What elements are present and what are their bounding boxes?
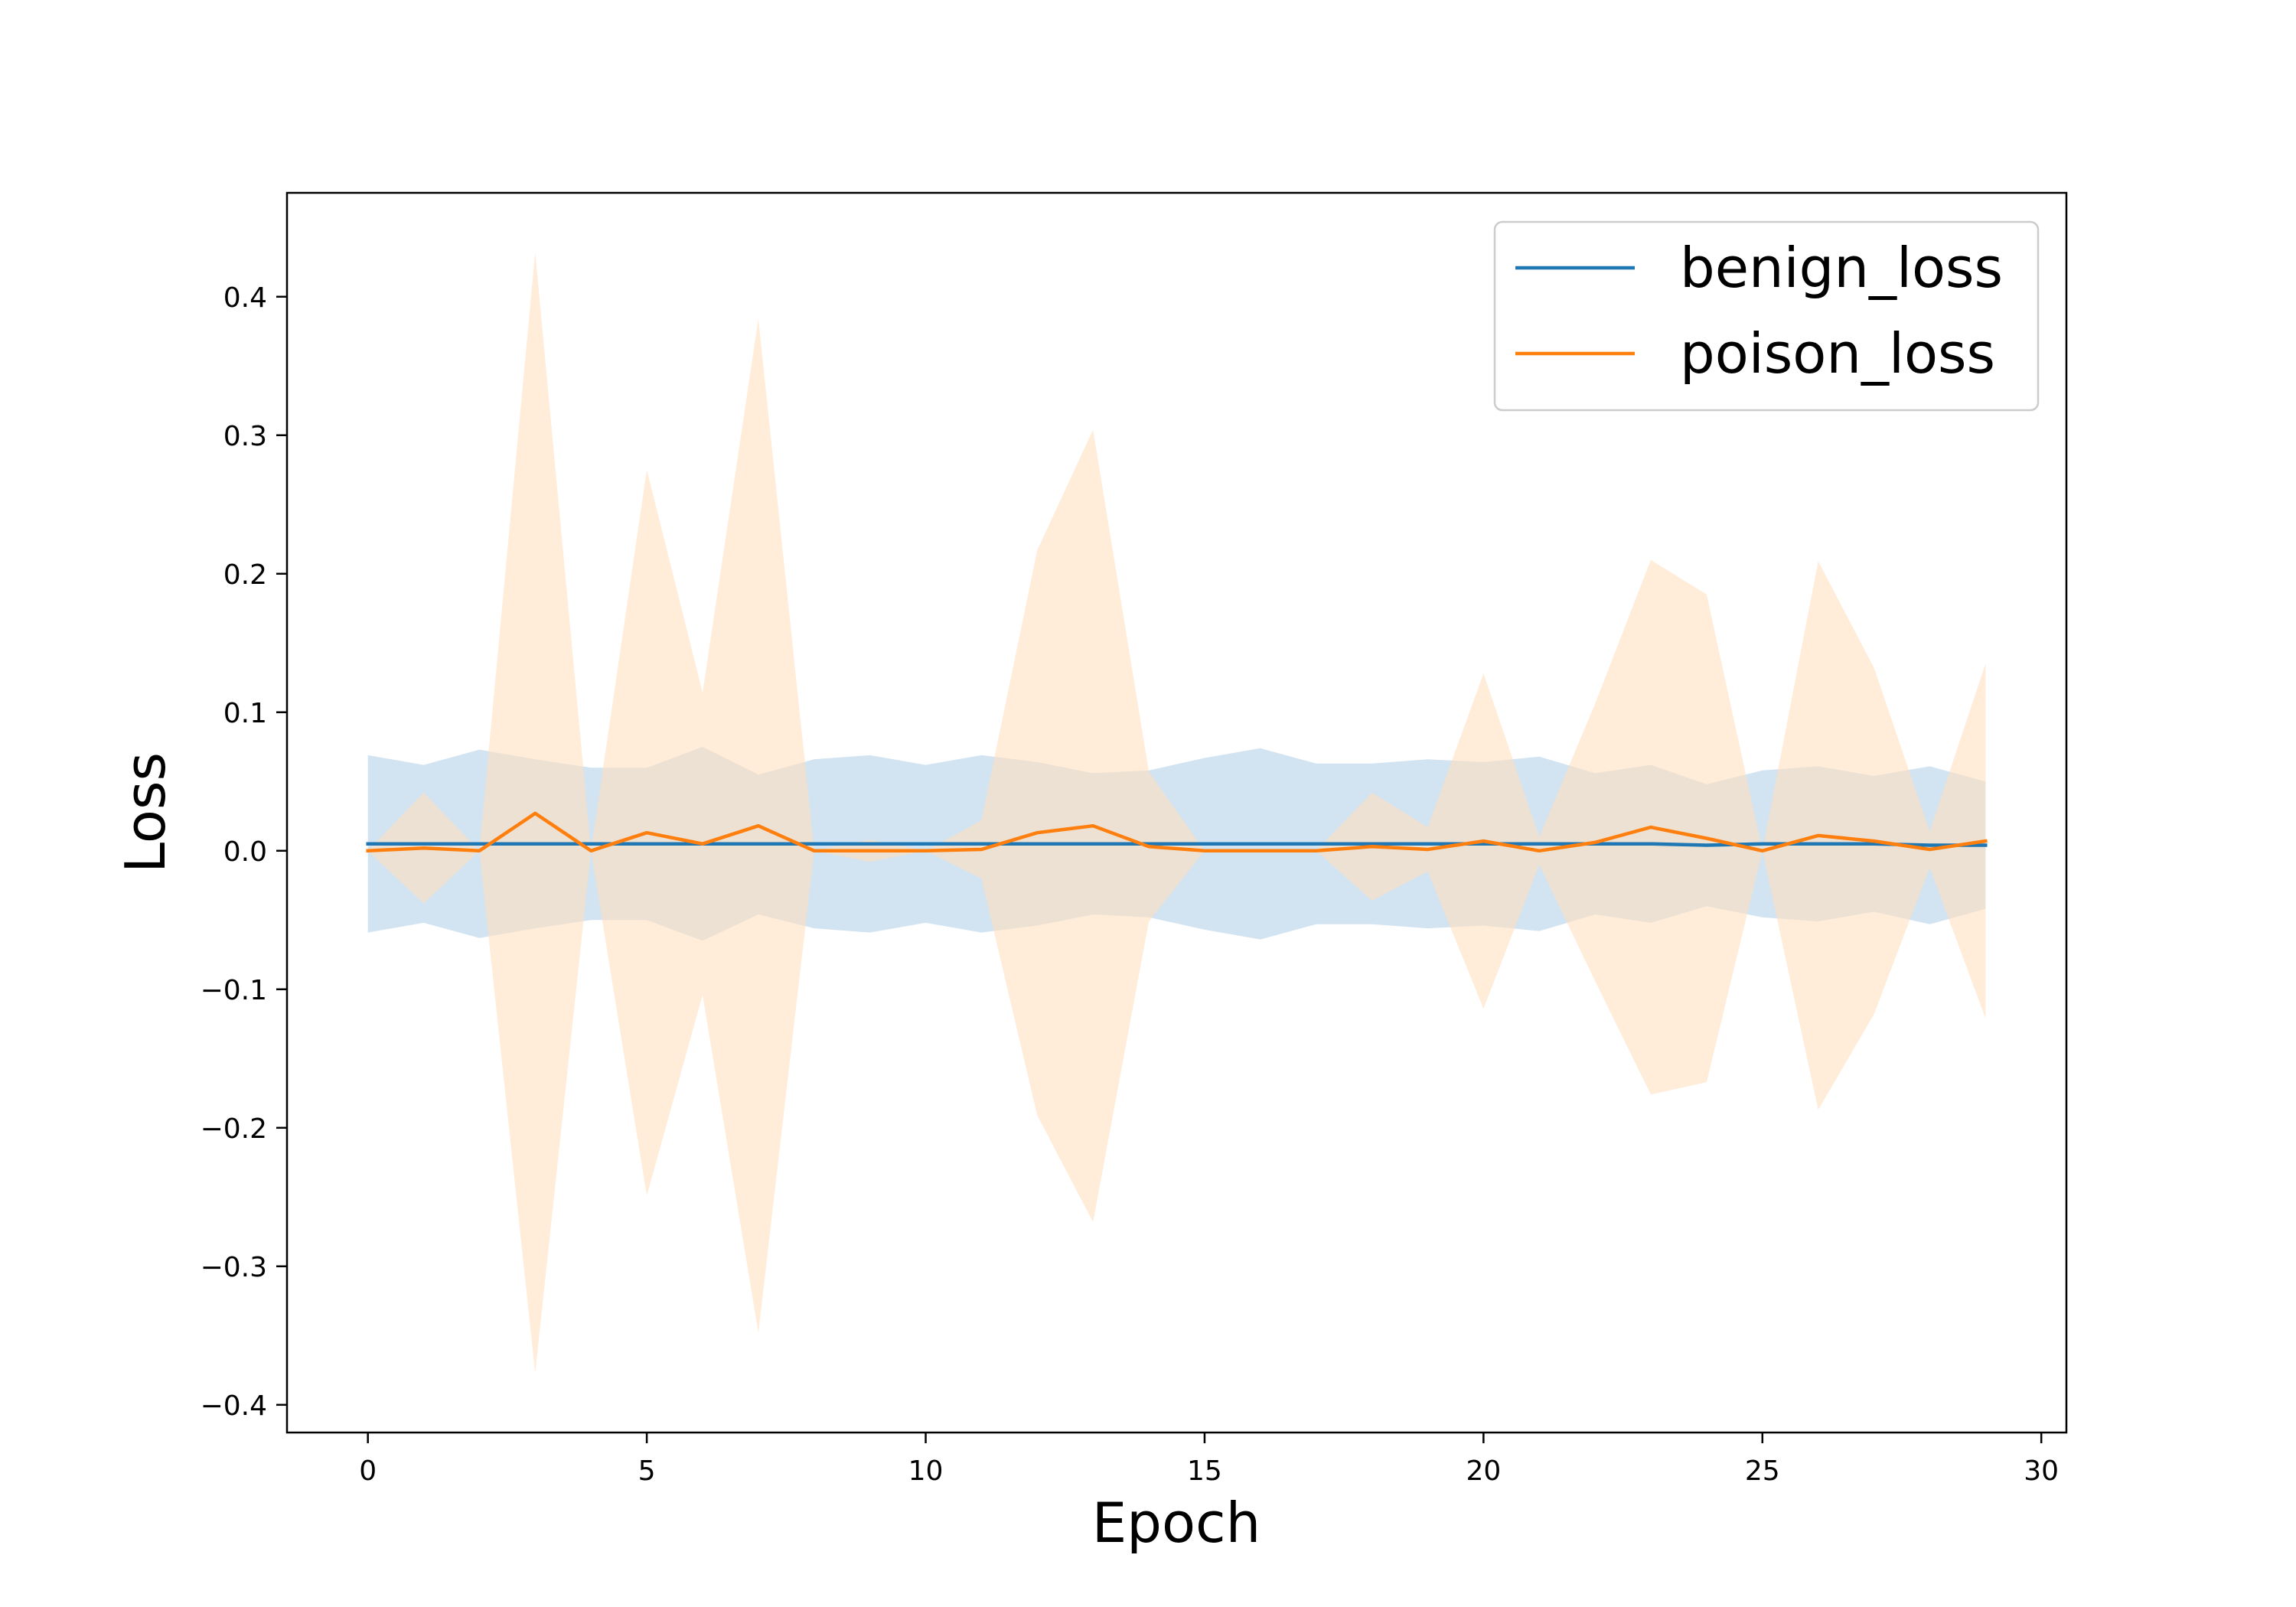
y-tick-label: 0.0 xyxy=(223,836,267,868)
y-axis-title: Loss xyxy=(113,752,178,873)
plot-frame xyxy=(285,191,2068,1434)
x-tick-label: 5 xyxy=(638,1455,656,1487)
y-tick-label: −0.4 xyxy=(201,1390,267,1422)
y-axis: −0.4 −0.3 −0.2 −0.1 0.0 0.1 0.2 0.3 0.4 xyxy=(201,282,287,1422)
poison-loss-band xyxy=(367,252,1986,1374)
y-tick-label: 0.2 xyxy=(223,559,267,591)
poison-loss-line xyxy=(366,811,1988,853)
x-tick-label: 0 xyxy=(359,1455,377,1487)
x-axis-title: Epoch xyxy=(1092,1491,1261,1555)
x-tick-label: 15 xyxy=(1187,1455,1222,1487)
y-tick-label: −0.3 xyxy=(201,1252,267,1283)
x-tick-label: 10 xyxy=(908,1455,944,1487)
series-lines xyxy=(366,811,1988,853)
y-tick-label: 0.1 xyxy=(223,698,267,729)
x-tick-label: 25 xyxy=(1745,1455,1780,1487)
y-tick-label: 0.4 xyxy=(223,282,267,314)
x-tick-label: 30 xyxy=(2024,1455,2059,1487)
y-tick-label: −0.2 xyxy=(201,1113,267,1145)
benign-loss-line xyxy=(366,842,1988,847)
y-tick-label: 0.3 xyxy=(223,421,267,452)
x-axis: 0 5 10 15 20 25 30 xyxy=(359,1433,2059,1487)
y-tick-label: −0.1 xyxy=(201,975,267,1006)
x-tick-label: 20 xyxy=(1466,1455,1501,1487)
legend-label-poison-loss: poison_loss xyxy=(1680,321,1995,386)
legend-label-benign-loss: benign_loss xyxy=(1680,236,2003,300)
legend: benign_loss poison_loss xyxy=(1493,220,2040,412)
